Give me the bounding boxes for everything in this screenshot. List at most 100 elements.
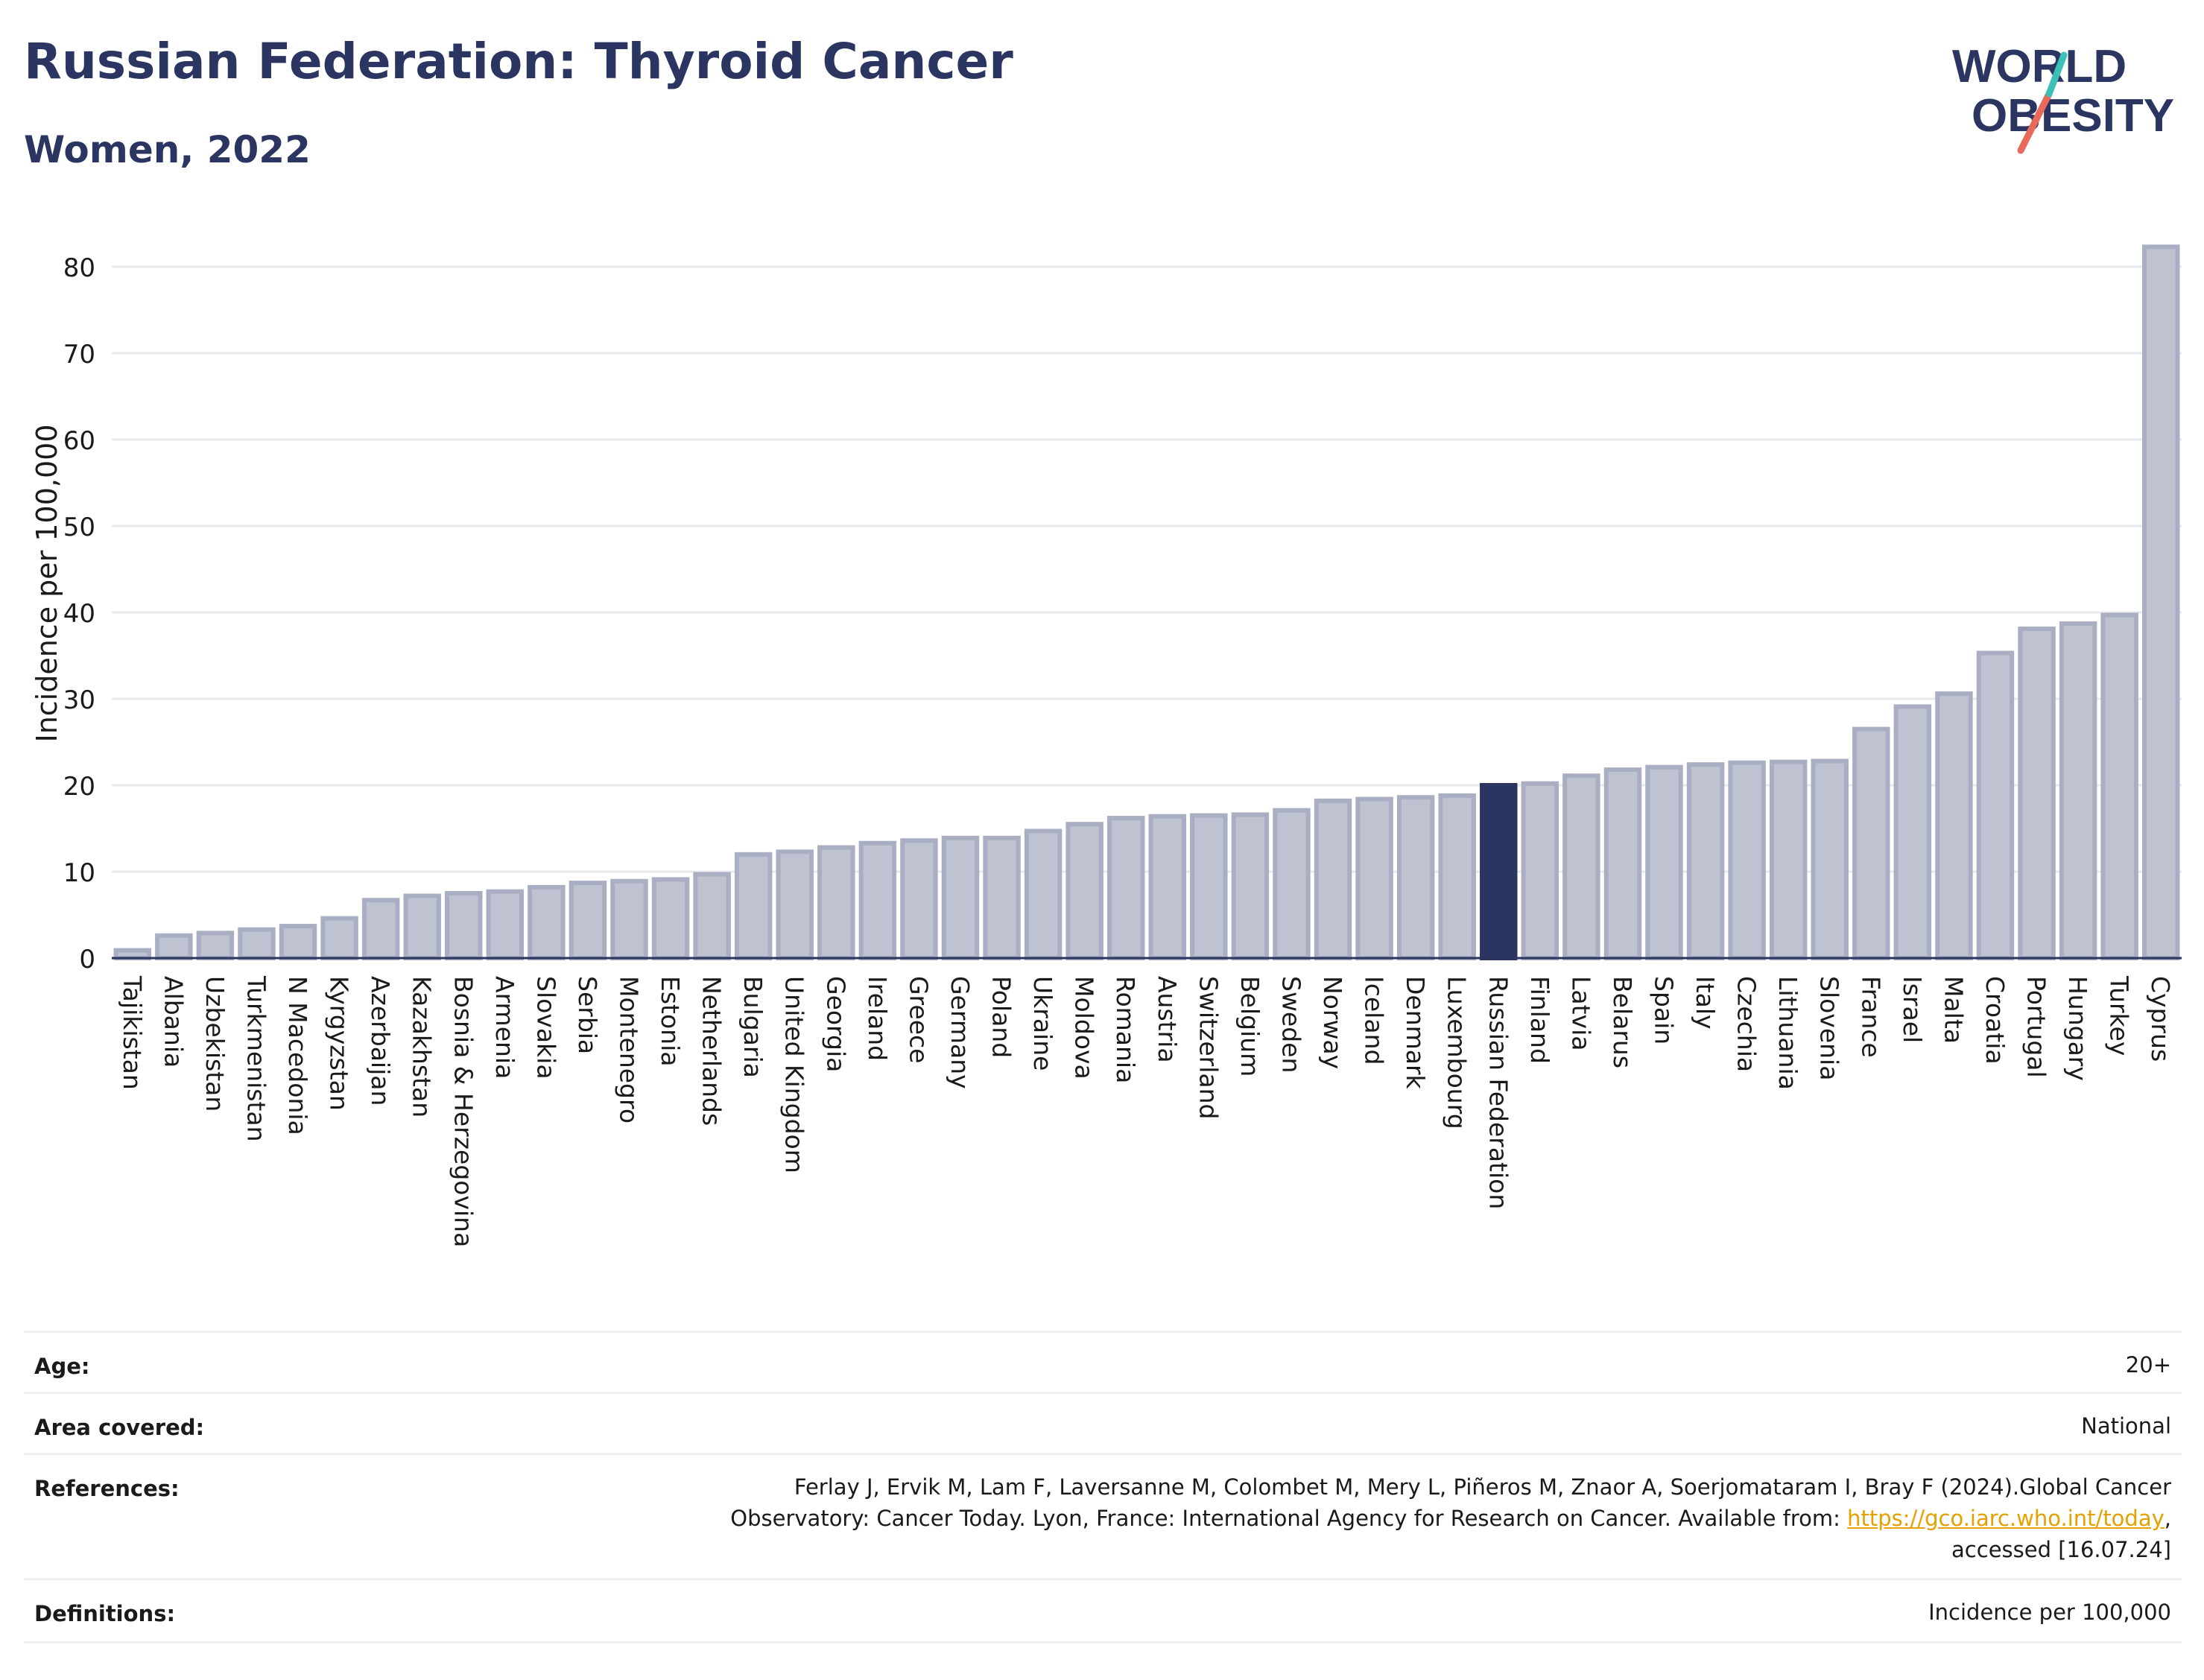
- bar-poland[interactable]: [983, 835, 1021, 961]
- page-title: Russian Federation: Thyroid Cancer: [24, 33, 1013, 90]
- bar-lithuania[interactable]: [1769, 759, 1808, 960]
- x-tick-label: Tajikistan: [118, 975, 147, 1090]
- references-label: References:: [34, 1476, 180, 1501]
- bar-malta[interactable]: [1935, 691, 1973, 960]
- y-tick-label: 10: [63, 858, 95, 888]
- x-tick-label: Italy: [1691, 976, 1720, 1030]
- x-tick-label: Georgia: [821, 976, 850, 1072]
- bar-russian-federation[interactable]: [1480, 783, 1518, 960]
- bar-germany[interactable]: [941, 835, 980, 961]
- bar-belgium[interactable]: [1231, 812, 1270, 960]
- x-tick-label: Germany: [946, 976, 975, 1089]
- x-tick-label: Slovakia: [531, 976, 560, 1080]
- bar-norway[interactable]: [1314, 798, 1352, 960]
- y-tick-label: 50: [63, 513, 95, 542]
- bar-romania[interactable]: [1106, 816, 1145, 960]
- bar-luxembourg[interactable]: [1438, 793, 1476, 961]
- bar-turkmenistan[interactable]: [238, 927, 276, 960]
- x-tick-label: Portugal: [2022, 976, 2051, 1078]
- x-tick-label: Kazakhstan: [408, 976, 437, 1118]
- bar-greece[interactable]: [900, 838, 938, 960]
- x-tick-label: Norway: [1318, 976, 1347, 1069]
- x-tick-label: Belarus: [1608, 976, 1637, 1068]
- definitions-value: Incidence per 100,000: [1928, 1600, 2171, 1625]
- logo-line2: OBESITY: [1972, 90, 2174, 142]
- bar-tajikistan[interactable]: [113, 948, 152, 961]
- bar-estonia[interactable]: [651, 877, 690, 960]
- bar-ireland[interactable]: [858, 840, 897, 960]
- bar-israel[interactable]: [1893, 704, 1932, 960]
- y-axis-title: Incidence per 100,000: [31, 424, 63, 742]
- x-tick-label: Turkey: [2105, 975, 2134, 1056]
- bar-latvia[interactable]: [1562, 773, 1600, 960]
- bar-moldova[interactable]: [1065, 822, 1103, 960]
- bar-cyprus[interactable]: [2141, 244, 2180, 960]
- x-tick-label: Armenia: [490, 976, 519, 1079]
- bar-n-macedonia[interactable]: [279, 924, 317, 960]
- x-tick-label: Bulgaria: [738, 976, 767, 1078]
- bar-croatia[interactable]: [1976, 650, 2015, 961]
- bar-iceland[interactable]: [1355, 796, 1393, 961]
- bar-united-kingdom[interactable]: [776, 849, 814, 960]
- bar-czechia[interactable]: [1728, 760, 1766, 961]
- x-tick-label: Latvia: [1566, 976, 1595, 1050]
- bar-chart: 0 10 20 30 40 50 60 70 80 Tajikistan Albania Uzbek…: [31, 244, 2182, 1247]
- references-line2: Observatory: Cancer Today. Lyon, France:…: [730, 1506, 2171, 1531]
- references-link[interactable]: https://gco.iarc.who.int/today: [1847, 1506, 2165, 1531]
- bar-netherlands[interactable]: [693, 872, 731, 960]
- x-tick-label: Albania: [159, 976, 188, 1068]
- info-row-references: References: Ferlay J, Ervik M, Lam F, La…: [24, 1453, 2182, 1580]
- bar-sweden[interactable]: [1273, 808, 1311, 961]
- x-tick-label: Bosnia & Herzegovina: [449, 976, 478, 1247]
- bar-armenia[interactable]: [486, 889, 525, 961]
- bar-finland[interactable]: [1521, 781, 1559, 961]
- x-tick-label: Malta: [1939, 976, 1968, 1044]
- bar-italy[interactable]: [1686, 762, 1725, 961]
- bar-belarus[interactable]: [1603, 767, 1642, 960]
- bar-switzerland[interactable]: [1190, 813, 1228, 960]
- page-subtitle: Women, 2022: [24, 128, 311, 171]
- bar-uzbekistan[interactable]: [196, 931, 235, 960]
- logo-line1: WORLD: [1952, 41, 2127, 92]
- bar-hungary[interactable]: [2059, 621, 2097, 961]
- bar-georgia[interactable]: [817, 845, 855, 961]
- bar-slovakia[interactable]: [528, 884, 566, 961]
- x-tick-label: Russian Federation: [1483, 976, 1513, 1209]
- bar-spain[interactable]: [1645, 764, 1683, 960]
- x-tick-label: Romania: [1111, 976, 1140, 1083]
- x-tick-label: Lithuania: [1773, 976, 1802, 1090]
- bar-slovenia[interactable]: [1811, 758, 1849, 961]
- x-tick-label: Estonia: [656, 976, 685, 1066]
- x-tick-label: Spain: [1650, 976, 1679, 1045]
- bar-montenegro[interactable]: [610, 878, 648, 961]
- bar-albania[interactable]: [155, 933, 193, 960]
- bar-portugal[interactable]: [2018, 627, 2056, 960]
- area-value: National: [2081, 1413, 2171, 1439]
- x-tick-label: Uzbekistan: [200, 976, 229, 1112]
- x-tick-label: Austria: [1153, 976, 1182, 1063]
- y-tick-label: 0: [79, 945, 95, 974]
- bar-bosnia-herzegovina[interactable]: [445, 891, 483, 960]
- x-tick-label: France: [1856, 976, 1885, 1058]
- info-row-age: Age: 20+: [24, 1331, 2182, 1394]
- x-tick-label: Ukraine: [1028, 976, 1057, 1071]
- bar-ukraine[interactable]: [1024, 828, 1063, 960]
- definitions-label: Definitions:: [34, 1601, 176, 1626]
- bar-france[interactable]: [1852, 726, 1890, 960]
- x-tick-label: Cyprus: [2146, 976, 2175, 1062]
- bar-turkey[interactable]: [2100, 612, 2138, 960]
- bar-kyrgyzstan[interactable]: [320, 916, 358, 961]
- area-label: Area covered:: [34, 1415, 205, 1440]
- bar-bulgaria[interactable]: [734, 852, 773, 961]
- bar-serbia[interactable]: [569, 881, 607, 960]
- x-tick-label: Sweden: [1276, 976, 1305, 1073]
- bar-kazakhstan[interactable]: [403, 893, 441, 960]
- x-tick-label: Serbia: [573, 976, 602, 1054]
- x-tick-label: Ireland: [863, 976, 892, 1061]
- bar-azerbaijan[interactable]: [361, 898, 400, 961]
- x-tick-label: Turkmenistan: [241, 975, 270, 1142]
- x-tick-label: Montenegro: [615, 976, 644, 1123]
- x-tick-label: Greece: [904, 976, 933, 1063]
- bar-austria[interactable]: [1148, 814, 1187, 961]
- bar-denmark[interactable]: [1396, 795, 1435, 960]
